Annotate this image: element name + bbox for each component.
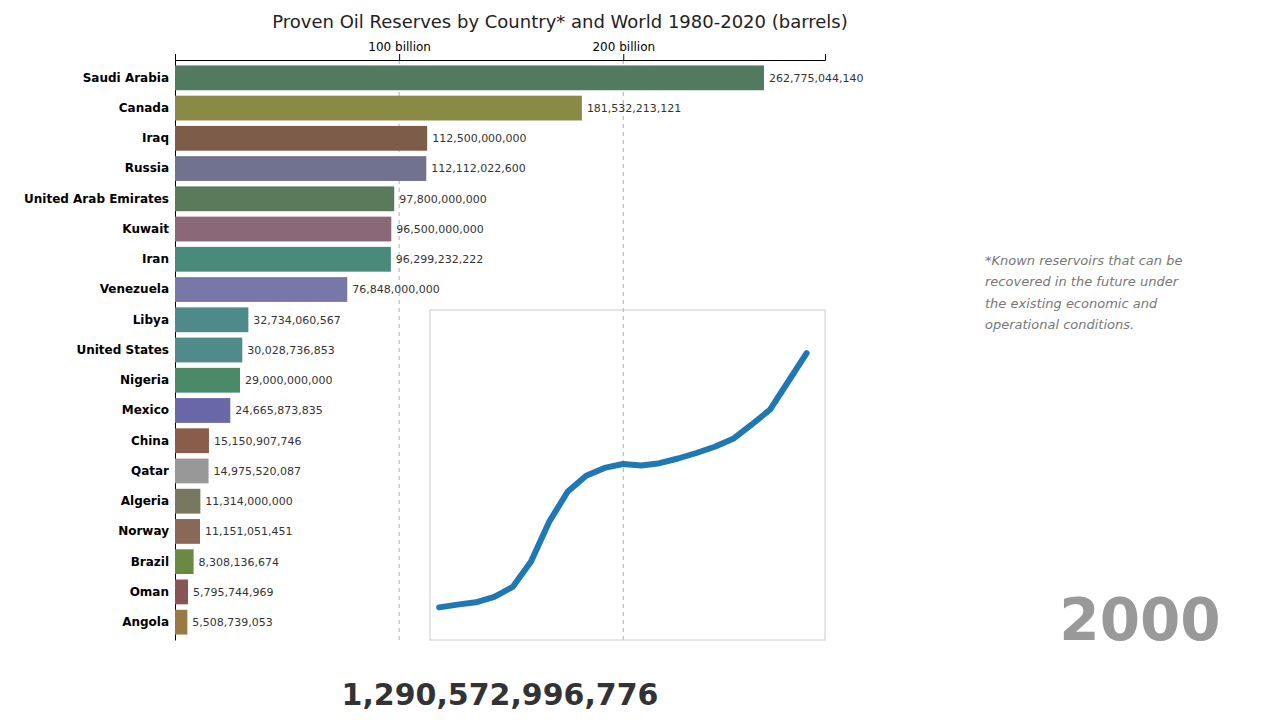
y-tick-label: Qatar bbox=[131, 464, 169, 478]
x-tick-label: 200 billion bbox=[592, 40, 655, 54]
data-label: 76,848,000,000 bbox=[352, 283, 439, 296]
y-tick: Canada bbox=[119, 101, 175, 115]
bar bbox=[175, 368, 240, 393]
data-label: 5,508,739,053 bbox=[192, 616, 272, 629]
y-tick-label: Norway bbox=[118, 524, 169, 538]
y-tick-label: Algeria bbox=[121, 494, 169, 508]
y-axis: Saudi Arabia Canada Iraq Russia United Arab … bbox=[24, 61, 175, 641]
grid bbox=[399, 60, 623, 640]
y-tick: Angola bbox=[122, 615, 175, 629]
x-tick: 100 billion bbox=[368, 40, 431, 60]
bar bbox=[175, 519, 200, 544]
bar bbox=[175, 459, 209, 484]
y-tick-label: Canada bbox=[119, 101, 169, 115]
y-tick: Russia bbox=[125, 161, 175, 175]
bar bbox=[175, 186, 394, 211]
bar bbox=[175, 398, 230, 423]
bar bbox=[175, 307, 248, 332]
world-line bbox=[439, 353, 806, 607]
x-tick: 200 billion bbox=[592, 40, 655, 60]
y-tick: Norway bbox=[118, 524, 175, 538]
y-tick-label: Iraq bbox=[142, 131, 169, 145]
y-tick: Nigeria bbox=[120, 373, 175, 387]
bar bbox=[175, 96, 582, 121]
y-tick: Mexico bbox=[122, 403, 175, 417]
bar bbox=[175, 126, 427, 151]
data-label: 112,500,000,000 bbox=[432, 132, 526, 145]
y-tick-label: Iran bbox=[142, 252, 169, 266]
x-tick-mark bbox=[399, 54, 400, 60]
chart: 100 billion 200 billion Saudi Arabia Canada… bbox=[0, 0, 1280, 720]
y-tick-label: Angola bbox=[122, 615, 169, 629]
bar bbox=[175, 338, 242, 363]
y-tick: Kuwait bbox=[122, 222, 175, 236]
data-label: 97,800,000,000 bbox=[399, 193, 486, 206]
footnote: *Known reservoirs that can be recovered … bbox=[985, 250, 1265, 336]
y-tick-label: Libya bbox=[133, 313, 169, 327]
data-label: 5,795,744,969 bbox=[193, 586, 273, 599]
bars bbox=[175, 65, 764, 634]
y-tick-label: United States bbox=[76, 343, 169, 357]
bar bbox=[175, 610, 187, 635]
data-label: 112,112,022,600 bbox=[431, 162, 525, 175]
x-tick-label: 100 billion bbox=[368, 40, 431, 54]
data-label: 30,028,736,853 bbox=[247, 344, 334, 357]
data-labels: 262,775,044,140 181,532,213,121 112,500,00… bbox=[192, 72, 863, 629]
y-tick-label: Venezuela bbox=[100, 282, 169, 296]
title: Proven Oil Reserves by Country* and Worl… bbox=[272, 11, 848, 32]
data-label: 11,151,051,451 bbox=[205, 525, 292, 538]
x-tick-mark bbox=[623, 54, 624, 60]
data-label: 15,150,907,746 bbox=[214, 435, 301, 448]
y-tick: Oman bbox=[130, 585, 175, 599]
grid-line bbox=[623, 60, 624, 640]
data-label: 8,308,136,674 bbox=[199, 556, 279, 569]
bar bbox=[175, 489, 200, 514]
y-tick: United Arab Emirates bbox=[24, 192, 175, 206]
y-tick-label: Mexico bbox=[122, 403, 169, 417]
data-label: 181,532,213,121 bbox=[587, 102, 681, 115]
bar bbox=[175, 65, 764, 90]
bar bbox=[175, 217, 391, 242]
y-tick: Saudi Arabia bbox=[83, 71, 175, 85]
y-tick: Brazil bbox=[131, 555, 175, 569]
bar bbox=[175, 277, 347, 302]
y-tick-label: Nigeria bbox=[120, 373, 169, 387]
y-tick: Libya bbox=[133, 313, 175, 327]
data-label: 24,665,873,835 bbox=[235, 404, 322, 417]
y-tick: Algeria bbox=[121, 494, 175, 508]
x-axis: 100 billion 200 billion bbox=[176, 40, 826, 61]
bar bbox=[175, 580, 188, 605]
inset-frame bbox=[430, 310, 825, 640]
y-tick: Iraq bbox=[142, 131, 175, 145]
bar bbox=[175, 156, 426, 181]
world-total: 1,290,572,996,776 bbox=[342, 677, 659, 712]
world-inset bbox=[430, 310, 825, 640]
y-tick-label: Oman bbox=[130, 585, 169, 599]
y-tick: China bbox=[131, 434, 175, 448]
y-tick-label: Kuwait bbox=[122, 222, 169, 236]
bar bbox=[175, 247, 391, 272]
y-tick-label: Saudi Arabia bbox=[83, 71, 169, 85]
lines bbox=[439, 353, 806, 607]
plot: 100 billion 200 billion Saudi Arabia Canada… bbox=[24, 40, 863, 641]
data-label: 96,500,000,000 bbox=[396, 223, 483, 236]
bar bbox=[175, 549, 194, 574]
y-tick: Qatar bbox=[131, 464, 175, 478]
data-label: 32,734,060,567 bbox=[253, 314, 340, 327]
y-tick: Iran bbox=[142, 252, 175, 266]
year: 2000 bbox=[1059, 586, 1220, 654]
y-tick-label: United Arab Emirates bbox=[24, 192, 169, 206]
y-tick: United States bbox=[76, 343, 175, 357]
data-label: 29,000,000,000 bbox=[245, 374, 332, 387]
y-tick-label: China bbox=[131, 434, 169, 448]
x-axis-line bbox=[176, 54, 826, 61]
data-label: 14,975,520,087 bbox=[214, 465, 301, 478]
data-label: 262,775,044,140 bbox=[769, 72, 863, 85]
data-label: 96,299,232,222 bbox=[396, 253, 483, 266]
data-label: 11,314,000,000 bbox=[205, 495, 292, 508]
bar bbox=[175, 428, 209, 453]
y-tick-label: Russia bbox=[125, 161, 169, 175]
y-tick-label: Brazil bbox=[131, 555, 169, 569]
y-tick: Venezuela bbox=[100, 282, 175, 296]
